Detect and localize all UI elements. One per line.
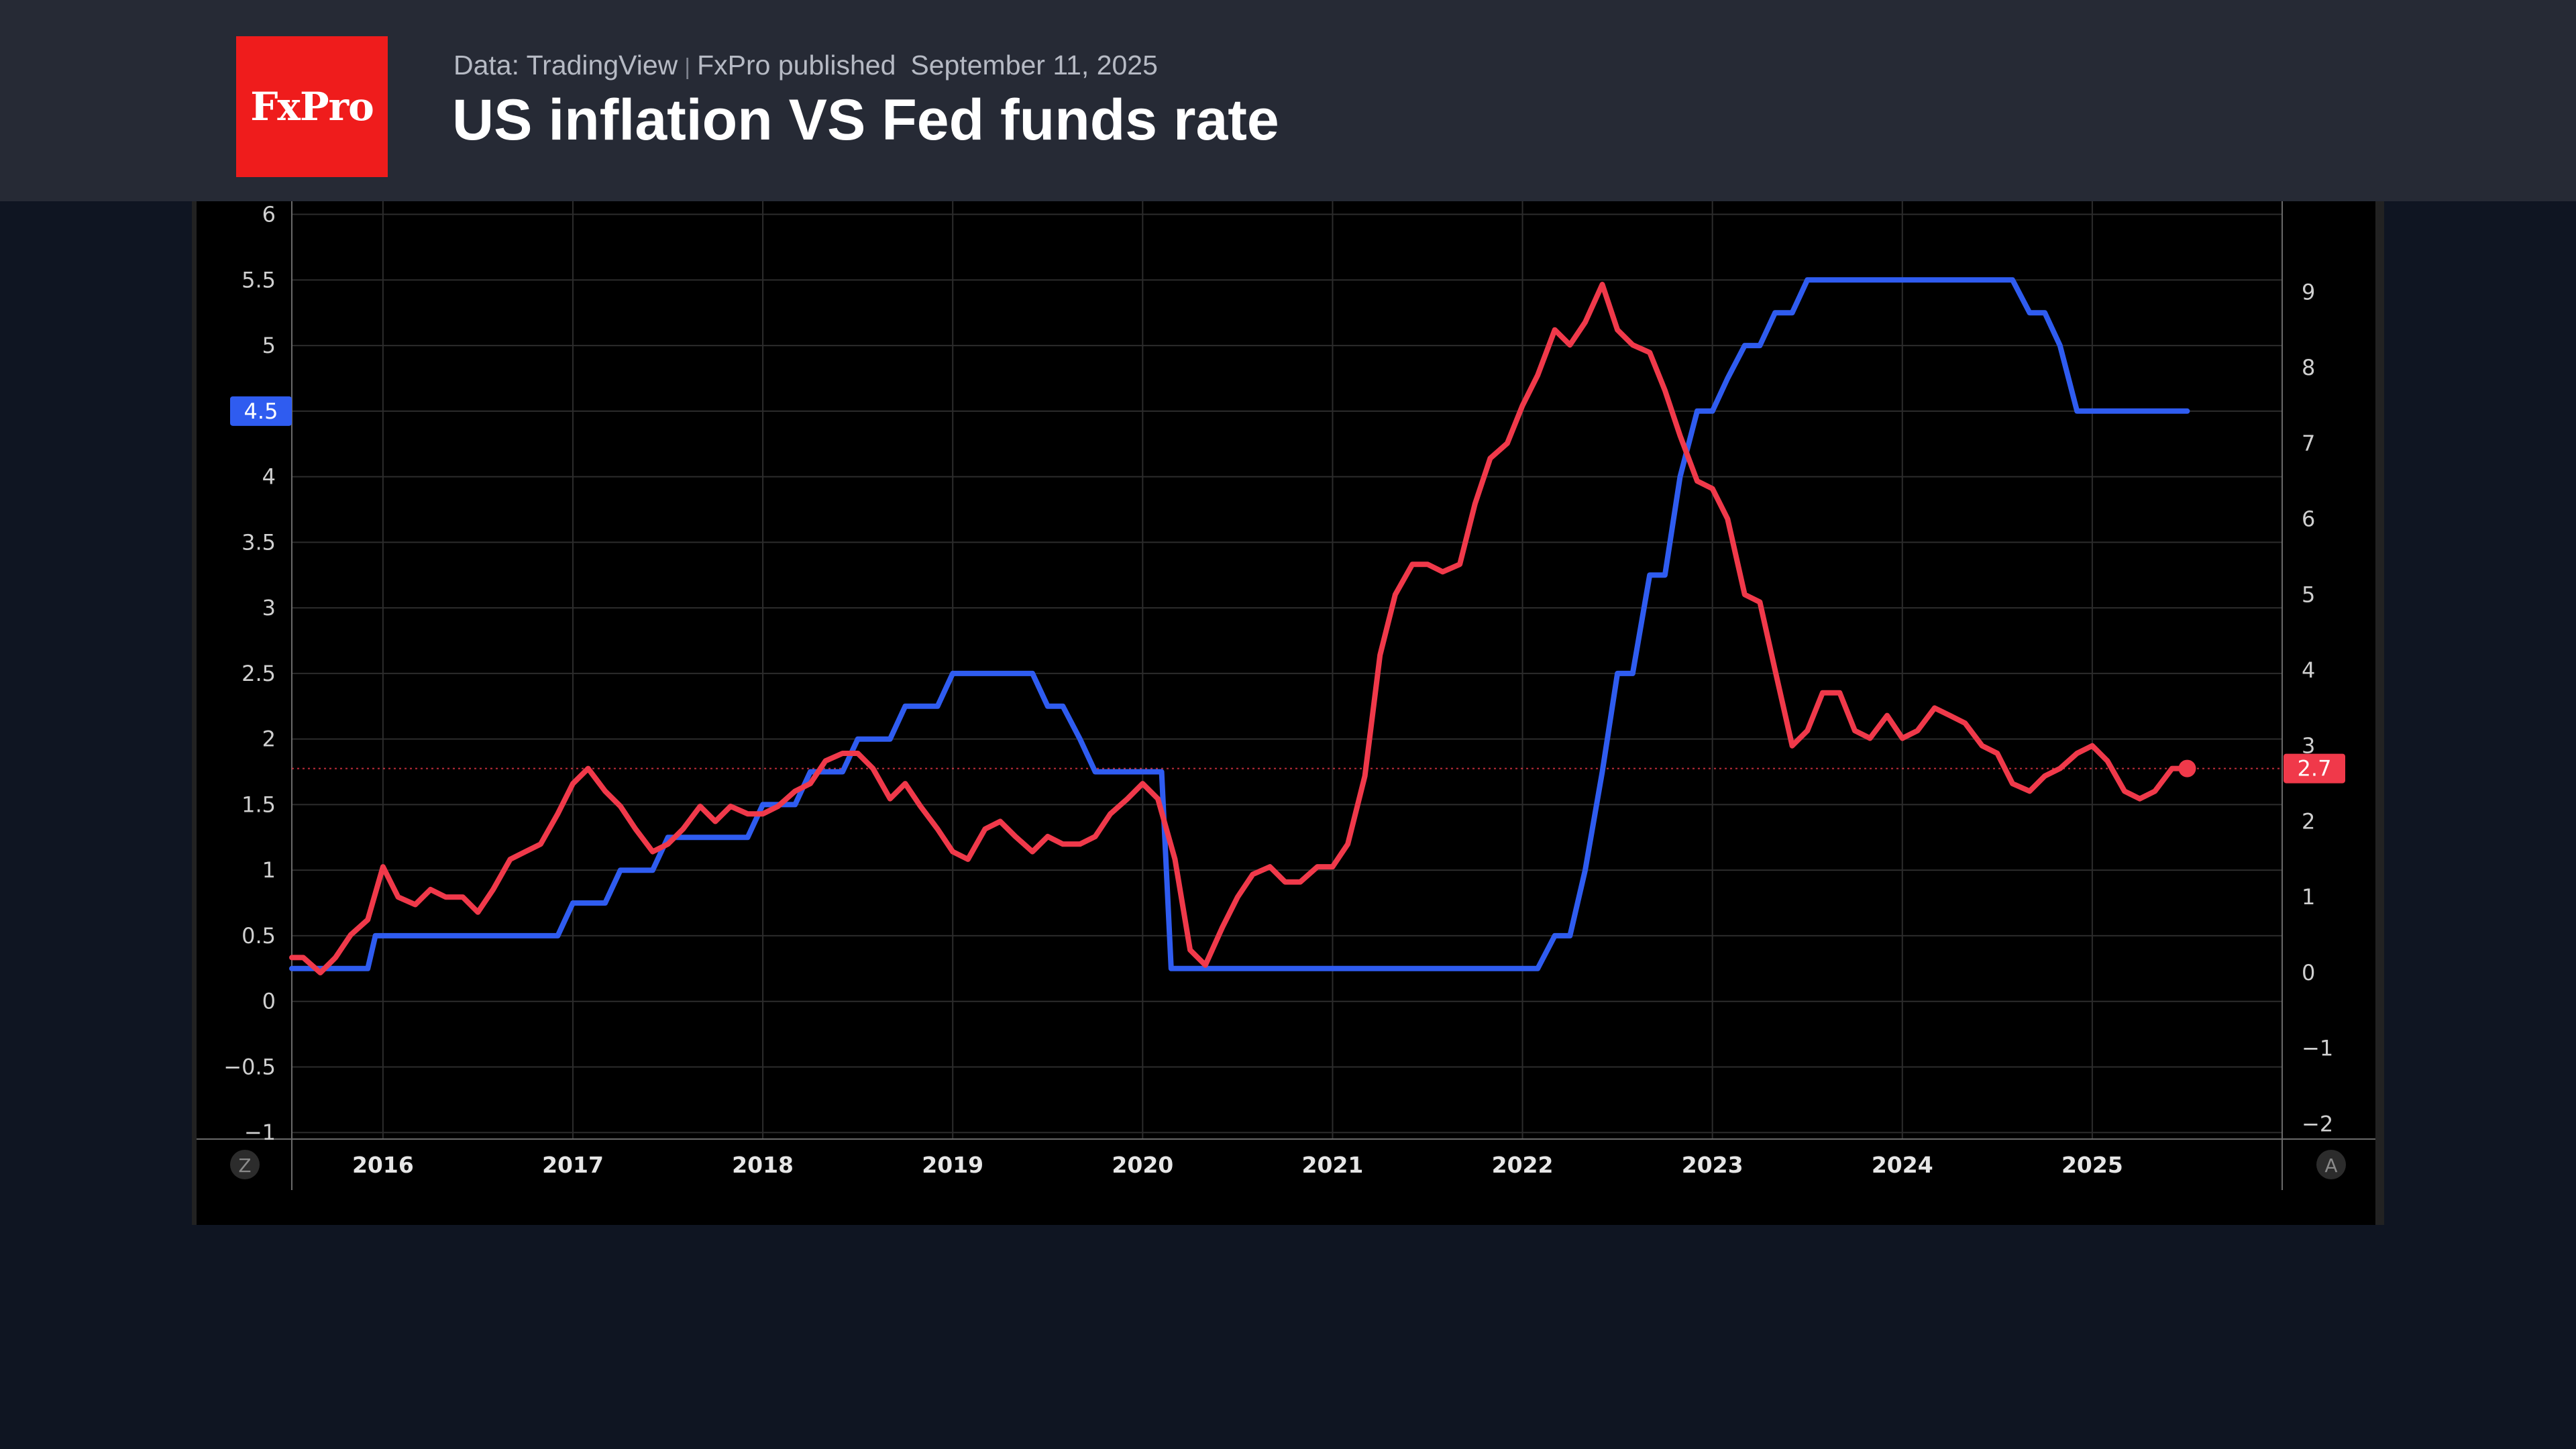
auto-scale-a-button[interactable] [2316,1150,2346,1179]
chart-background [197,201,2375,1190]
auto-scale-z-button[interactable] [230,1150,260,1179]
left-tick-label: 5 [262,333,276,358]
inflation-last-point [2178,759,2196,777]
header-bar: FxPro Data: TradingView | FxPro published S… [0,0,2576,201]
data-source: Data: TradingView [453,50,678,80]
axes [197,201,2375,1190]
inflation-value-badge [2284,753,2345,784]
left-tick-label: 0.5 [241,923,276,949]
x-tick-label: 2018 [732,1152,794,1178]
publish-date: September 11, 2025 [910,50,1158,80]
right-tick-label: 5 [2302,582,2315,607]
fed-funds-value-label: 4.5 [244,398,278,424]
right-tick-label: 0 [2302,960,2315,985]
x-tick-label: 2025 [2061,1152,2123,1178]
chart[interactable]: 6 5.5 5 4.5 4 3.5 3 2.5 2 1.5 1 0.5 0 −0.5 −1 9 8 7 6 5 4 3 2 1… [192,201,2384,1225]
time-axis-background [197,1190,2375,1225]
left-tick-label: 1 [262,857,276,883]
left-tick-label: 2.5 [241,661,276,686]
a-button-label: A [2324,1155,2337,1177]
x-tick-label: 2023 [1682,1152,1743,1178]
right-tick-label: 9 [2302,279,2315,305]
left-tick-label: 2 [262,727,276,752]
left-tick-label: 3.5 [241,529,276,555]
plot-area [289,277,2282,975]
axis-labels: 6 5.5 5 4.5 4 3.5 3 2.5 2 1.5 1 0.5 0 −0.5 −1 9 8 7 6 5 4 3 2 1… [223,202,2346,1179]
right-tick-label: −2 [2302,1111,2333,1136]
fed-funds-rate-line [289,277,2190,971]
z-button-label: Z [238,1155,251,1177]
right-tick-label: 4 [2302,657,2315,683]
grid [292,201,2282,1139]
x-tick-label: 2021 [1302,1152,1364,1178]
left-tick-label: 0 [262,989,276,1014]
right-tick-label: 7 [2302,431,2315,456]
left-tick-label: 5.5 [241,267,276,292]
right-tick-label: 1 [2302,884,2315,910]
x-tick-label: 2019 [922,1152,983,1178]
publisher: FxPro published [697,50,896,80]
left-tick-label: −1 [244,1120,276,1145]
x-tick-label: 2016 [352,1152,414,1178]
right-tick-label: −1 [2302,1036,2333,1061]
inflation-line [289,282,2190,975]
left-tick-label: 4 [262,464,276,490]
x-tick-label: 2020 [1112,1152,1173,1178]
left-tick-label: −0.5 [223,1054,276,1079]
right-tick-label: 2 [2302,808,2315,834]
x-tick-label: 2022 [1492,1152,1554,1178]
right-tick-label: 8 [2302,355,2315,380]
x-tick-label: 2017 [542,1152,604,1178]
x-tick-label: 2024 [1872,1152,1933,1178]
separator: | [684,54,691,80]
right-tick-label: 3 [2302,733,2315,759]
left-tick-label: 1.5 [241,792,276,817]
page-title: US inflation VS Fed funds rate [452,88,1279,152]
right-tick-label: 6 [2302,506,2315,532]
fxpro-logo: FxPro [236,36,388,177]
fed-funds-value-badge [230,396,292,426]
inflation-value-label: 2.7 [2298,756,2332,782]
left-tick-label: 3 [262,595,276,621]
left-tick-label: 6 [262,202,276,227]
source-line: Data: TradingView | FxPro published Septemb… [453,50,1158,81]
